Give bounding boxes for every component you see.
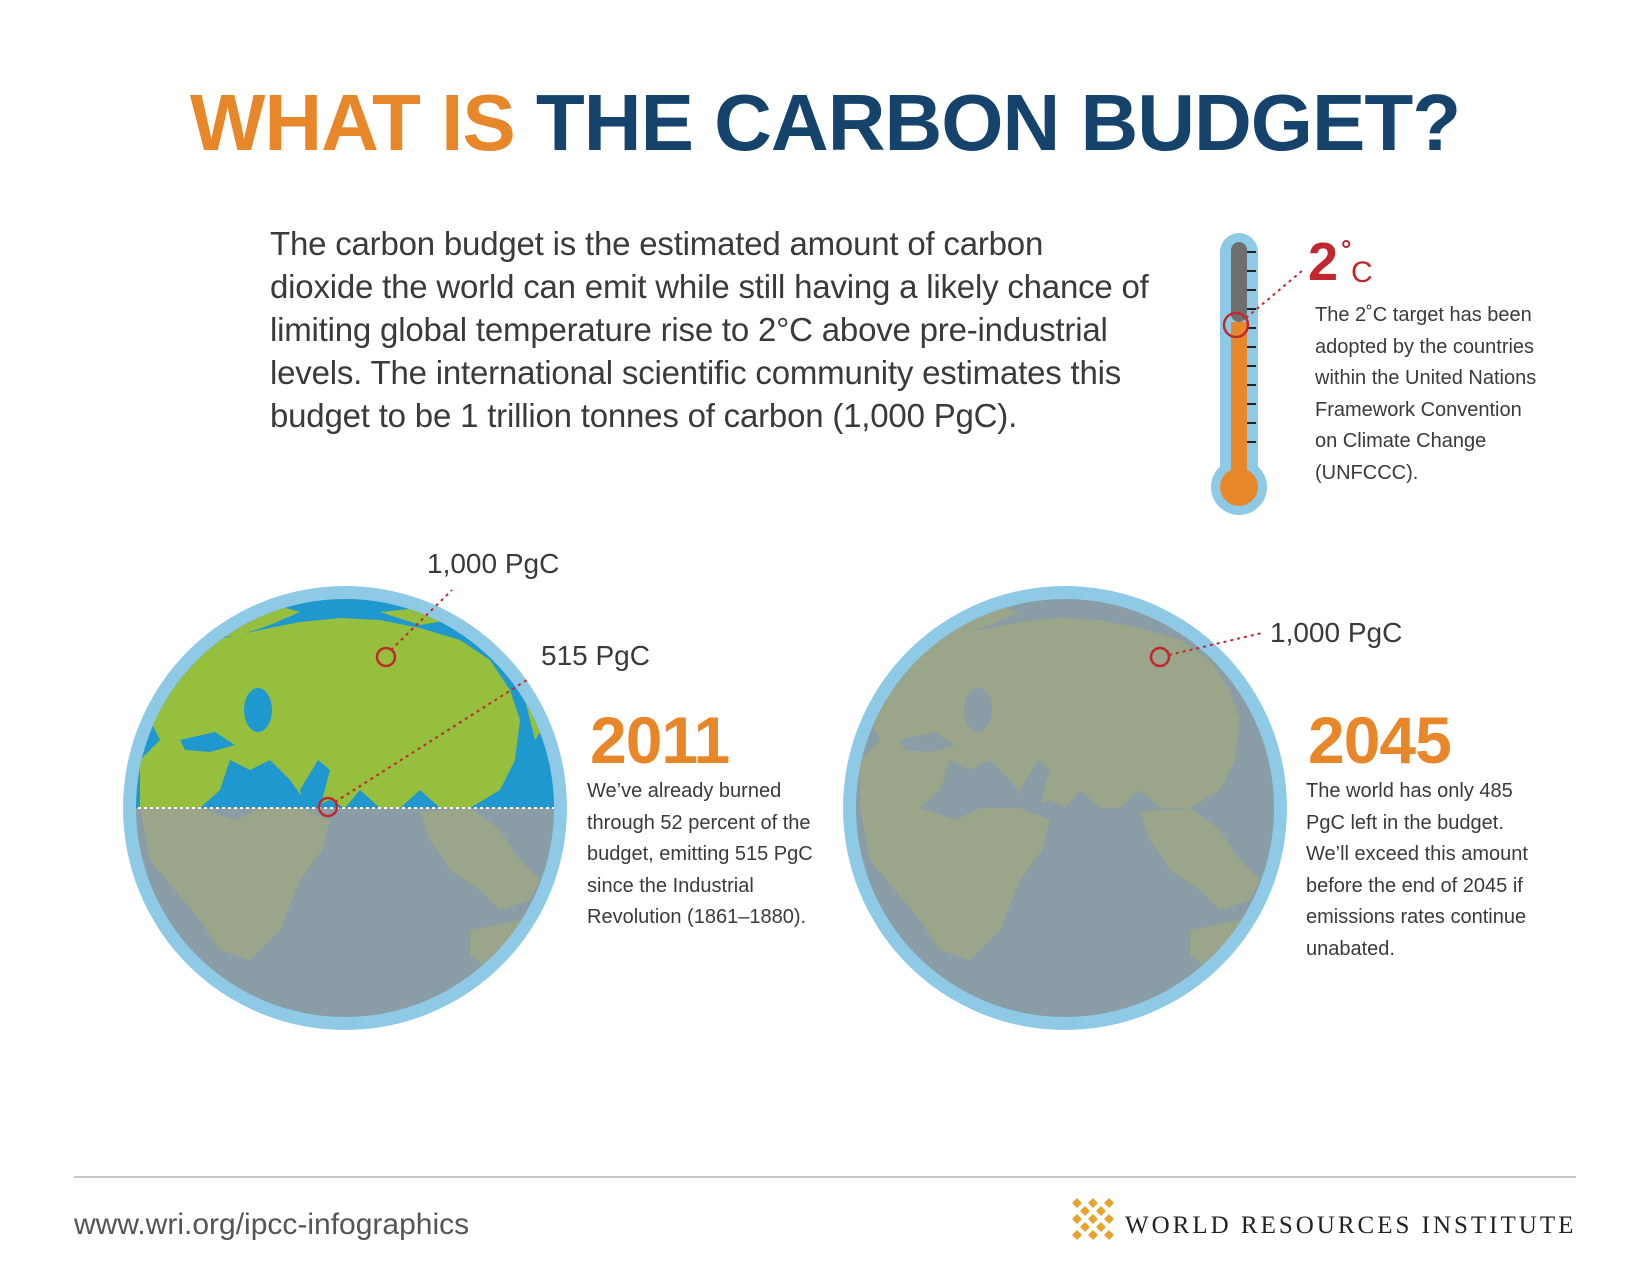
wri-logo-diamond (1104, 1214, 1114, 1224)
wri-logo-diamond (1072, 1198, 1082, 1208)
wri-logo-diamond (1088, 1198, 1098, 1208)
year-2045: 2045 (1308, 703, 1452, 777)
globe-2011-total-leader (390, 589, 453, 651)
wri-logo-diamond (1104, 1230, 1114, 1240)
thermometer-ticks (1247, 251, 1256, 443)
globe-2045-total-label: 1,000 PgC (1270, 617, 1403, 648)
title-part-blue: THE CARBON BUDGET? (535, 78, 1461, 167)
thermometer-leader-line (1245, 269, 1304, 319)
thermometer-empty-column (1231, 242, 1247, 322)
globe-2011-used-label: 515 PgC (541, 640, 650, 671)
wri-logo-diamond (1104, 1198, 1114, 1208)
celsius-value: 2 (1308, 232, 1339, 292)
wri-logo-diamond (1088, 1214, 1098, 1224)
celsius-unit: C (1351, 256, 1373, 289)
globe-2045 (843, 586, 1287, 1030)
globe-2011-inland-water (180, 688, 330, 808)
wri-logo-diamond (1088, 1230, 1098, 1240)
wri-logo-diamond (1072, 1230, 1082, 1240)
year-2011: 2011 (590, 703, 730, 777)
globe-2045-total-leader (1168, 632, 1263, 656)
globe-2011-land (140, 605, 548, 808)
globe-2011-description: We’ve already burned through 52 percent … (587, 780, 813, 928)
thermometer (1211, 233, 1304, 515)
intro-paragraph: The carbon budget is the estimated amoun… (270, 225, 1149, 434)
globe-2011-used-marker (317, 796, 339, 818)
title-part-orange: WHAT IS (189, 78, 516, 167)
thermometer-note: The 2˚C target has been adopted by the c… (1315, 304, 1537, 484)
wri-logo-diamond (1072, 1214, 1082, 1224)
wri-logo-icon (1072, 1198, 1114, 1240)
globe-2011-total-marker (375, 646, 397, 668)
thermometer-bulb (1220, 468, 1258, 506)
wri-logo-diamond (1080, 1222, 1090, 1232)
globe-2045-inland-water (900, 688, 1050, 808)
celsius-degree-symbol: ° (1341, 234, 1352, 264)
wri-logo-diamond (1080, 1206, 1090, 1216)
thermometer-marker-circle (1222, 311, 1250, 339)
thermometer-fill-column (1231, 322, 1247, 492)
footer-url-link[interactable]: www.wri.org/ipcc-infographics (74, 1208, 470, 1241)
globe-2011-total-label: 1,000 PgC (427, 548, 560, 579)
globe-2045-description: The world has only 485 PgC left in the b… (1306, 780, 1528, 960)
organization-name: WORLD RESOURCES INSTITUTE (1125, 1212, 1577, 1239)
wri-logo-diamond (1096, 1206, 1106, 1216)
globe-2011 (123, 586, 567, 1030)
globe-2045-total-marker (1149, 646, 1171, 668)
footer-divider (74, 1176, 1576, 1178)
wri-logo-diamond (1096, 1222, 1106, 1232)
page-title: WHAT IS THE CARBON BUDGET? (0, 75, 1650, 171)
